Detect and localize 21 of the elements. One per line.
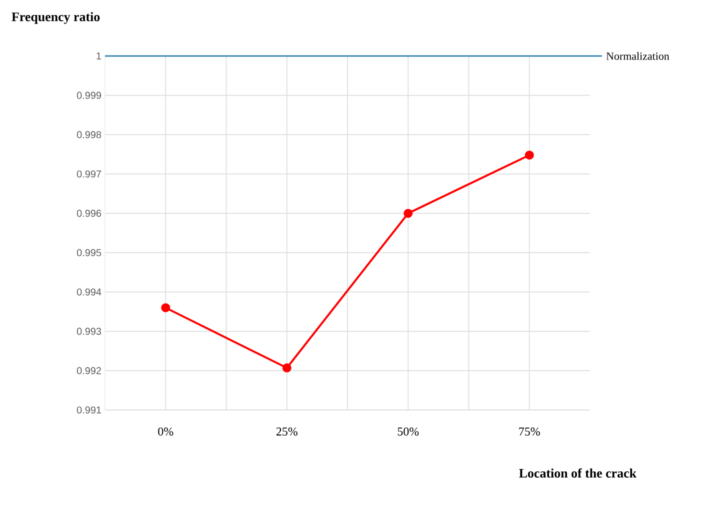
point — [524, 150, 534, 160]
point — [161, 303, 170, 312]
y-tick-label: 0.996 — [76, 210, 102, 217]
y-tick-label: 1 — [96, 52, 102, 60]
x-tick-label: 25% — [276, 428, 298, 436]
x-tick-label: 50% — [398, 428, 419, 436]
point — [404, 208, 413, 218]
x-tick-label: 75% — [519, 428, 540, 436]
y-tick-label: 0.999 — [76, 92, 102, 99]
y-tick-label: 0.998 — [76, 131, 102, 138]
y-tick-label: 0.991 — [76, 406, 102, 414]
y-tick-label: 0.994 — [76, 288, 102, 296]
x-axis-title: Location of the crack — [519, 468, 636, 478]
y-tick-label: 0.993 — [76, 328, 102, 335]
y-tick-label: 0.995 — [76, 249, 102, 256]
y-tick-label: 0.997 — [76, 170, 101, 178]
y-axis-title: Frequency ratio — [12, 12, 100, 24]
point — [282, 363, 292, 372]
y-tick-label: 0.992 — [76, 367, 101, 374]
ref-line-label: Normalization — [606, 52, 670, 60]
x-tick-label: 0% — [158, 428, 174, 436]
